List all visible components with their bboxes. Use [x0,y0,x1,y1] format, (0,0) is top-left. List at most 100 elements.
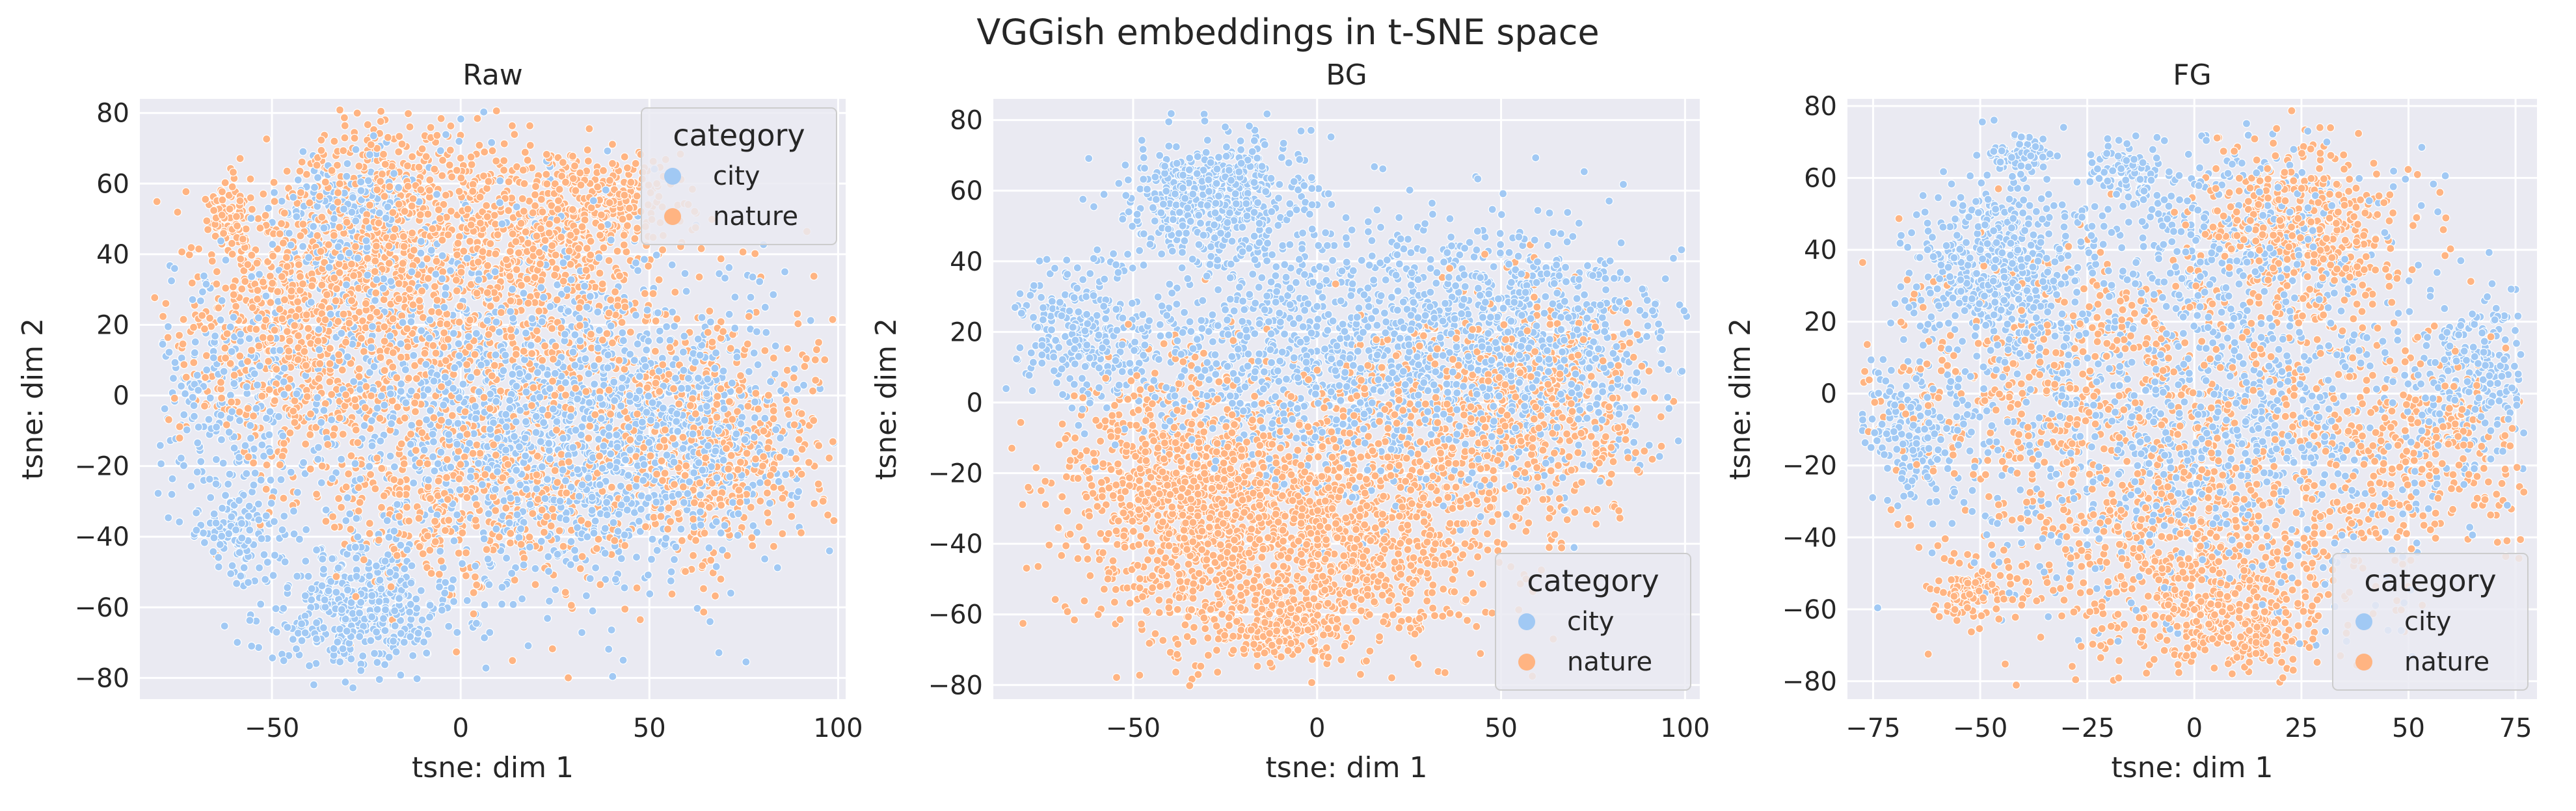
point-nature [716,254,725,263]
point-nature [423,459,432,468]
point-city [624,423,634,432]
point-nature [598,166,608,175]
point-city [551,585,560,594]
point-city [244,578,253,587]
point-nature [453,239,463,248]
point-nature [491,506,500,515]
point-city [631,258,641,267]
point-city [780,267,790,276]
point-nature [786,500,796,509]
point-city [365,571,374,581]
point-nature [375,414,384,423]
point-nature [415,459,424,468]
point-nature [605,176,615,185]
point-nature [621,604,630,614]
point-nature [262,135,271,144]
point-city [200,538,209,547]
point-city [261,575,270,584]
point-nature [699,607,708,617]
point-city [667,567,676,576]
point-nature [379,295,388,304]
point-nature [566,259,575,269]
point-nature [247,250,256,259]
point-nature [814,338,824,347]
point-nature [496,386,505,395]
point-city [179,461,189,470]
point-city [512,202,521,211]
point-nature [654,275,664,284]
point-nature [550,466,559,475]
point-city [677,524,686,534]
point-nature [763,509,772,518]
point-nature [742,449,751,458]
point-city [283,622,292,632]
point-nature [503,206,513,215]
point-nature [736,371,745,380]
point-city [347,207,356,217]
point-nature [584,157,593,166]
point-nature [758,461,768,471]
point-city [369,362,379,371]
point-nature [677,536,687,545]
point-nature [778,494,787,503]
point-nature [695,273,704,282]
point-nature [329,512,338,522]
point-city [335,658,345,667]
point-city [457,559,467,568]
point-nature [247,205,257,214]
point-nature [405,122,414,131]
point-city [211,455,221,464]
point-city [577,628,587,637]
point-nature [279,439,288,448]
point-city [216,315,225,325]
point-nature [347,451,356,460]
point-city [430,466,439,475]
point-city [521,417,531,426]
point-city [343,159,352,168]
point-nature [704,503,714,512]
point-nature [462,360,472,369]
point-city [585,292,595,301]
point-city [212,423,221,432]
point-nature [697,244,706,253]
point-nature [365,529,374,538]
point-city [217,435,226,444]
point-nature [618,215,627,224]
point-city [246,421,255,430]
point-city [190,348,199,358]
point-nature [592,544,601,553]
point-nature [538,356,547,365]
point-city [655,326,664,336]
point-city [369,131,378,140]
point-nature [814,479,823,488]
point-nature [473,114,482,123]
point-city [256,600,265,609]
point-nature [649,512,658,522]
point-nature [726,344,735,353]
point-nature [660,436,669,445]
point-city [284,229,293,238]
point-nature [542,170,551,179]
point-nature [262,460,271,470]
point-nature [235,154,245,163]
point-nature [556,233,566,242]
point-city [157,459,166,468]
point-city [352,514,361,523]
point-nature [667,589,677,599]
point-city [187,481,196,491]
point-city [521,328,531,338]
point-city [351,459,360,468]
point-nature [632,409,642,419]
point-city [770,369,779,379]
point-nature [287,286,296,295]
point-nature [269,178,278,187]
point-city [245,525,254,535]
point-nature [455,232,464,241]
point-nature [507,121,517,130]
point-nature [500,156,509,165]
point-city [214,562,223,572]
point-city [517,594,527,604]
point-city [376,436,385,445]
point-city [573,465,582,474]
point-nature [338,429,347,439]
